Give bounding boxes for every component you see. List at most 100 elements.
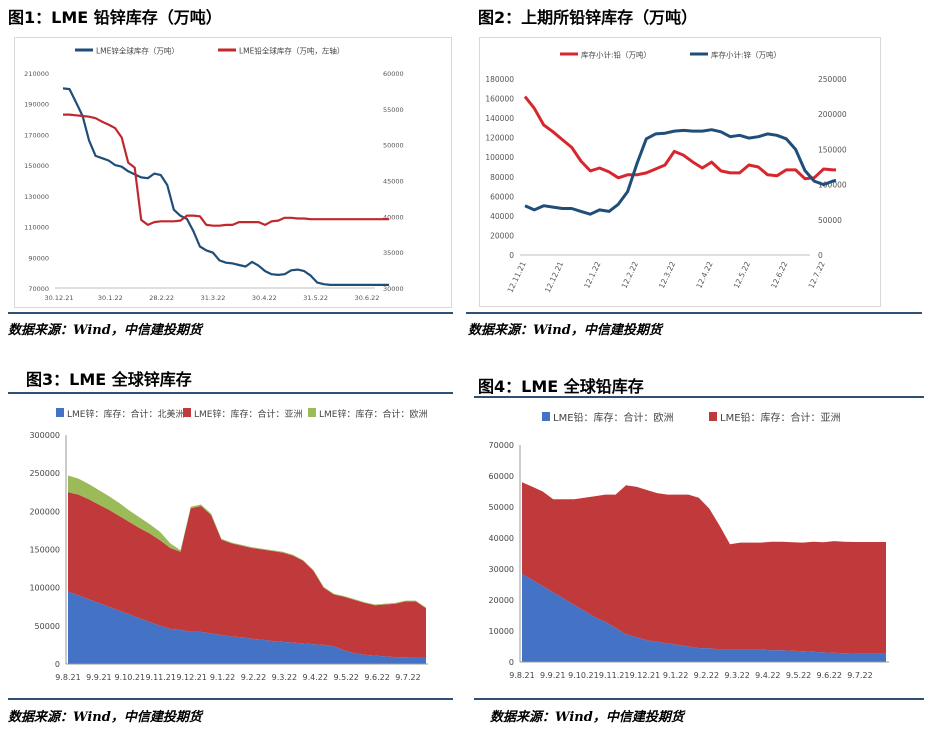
y-tick-label: 20000	[489, 596, 514, 605]
legend-label-1: 库存小计:铅（万吨）	[581, 50, 651, 60]
x-tick-label: 9.5.22	[786, 671, 811, 680]
chart2-title: 图2：上期所铅锌库存（万吨）	[478, 8, 698, 27]
y-tick-label: 60000	[489, 472, 514, 481]
legend-label-2: LME铅全球库存（万吨，左轴）	[239, 46, 344, 56]
x-tick-label: 9.10.21	[115, 673, 146, 682]
x-tick-label: 9.2.22	[241, 673, 266, 682]
x-tick-label: 30.4.22	[252, 294, 277, 302]
chart4-svg: 70000 60000 50000 40000 30000 20000 10000 0 LME铅…	[489, 411, 889, 680]
chart4-source: 数据来源：Wind，中信建投期货	[490, 710, 684, 725]
chart3-top-rule	[8, 392, 453, 394]
legend-label-2: 库存小计:锌（万吨）	[711, 50, 781, 60]
x-tick-label: 30.6.22	[355, 294, 380, 302]
chart2-svg: 180000 160000 140000 120000 100000 80000 60000…	[485, 50, 847, 295]
legend-swatch-1	[542, 412, 550, 421]
chart4-title: 图4：LME 全球铅库存	[478, 377, 644, 396]
x-tick-label: 9.10.21	[568, 671, 599, 680]
chart2-bottom-rule	[466, 312, 922, 314]
y-tick-label: 0	[509, 658, 514, 667]
chart4-frame: 70000 60000 50000 40000 30000 20000 10000 0 LME铅…	[474, 400, 924, 692]
y-tick-label: 30000	[489, 565, 514, 574]
chart3-frame: 300000 250000 200000 150000 100000 50000 0 LME锌…	[8, 396, 452, 692]
left-y-tick-label: 120000	[485, 134, 514, 143]
left-y-tick-label: 150000	[24, 162, 49, 170]
legend-swatch-1	[56, 408, 64, 417]
y-tick-label: 100000	[29, 584, 60, 593]
x-tick-label: 12.3.22	[657, 260, 677, 290]
right-y-tick-label: 250000	[818, 75, 847, 84]
chart2-source: 数据来源：Wind，中信建投期货	[468, 323, 662, 338]
chart2-frame: 180000 160000 140000 120000 100000 80000 60000…	[479, 37, 881, 307]
legend-swatch-2	[183, 408, 191, 417]
right-y-tick-label: 40000	[383, 213, 404, 221]
legend-swatch-3	[308, 408, 316, 417]
x-tick-label: 9.1.22	[663, 671, 688, 680]
series-line-1	[523, 95, 836, 181]
left-y-tick-label: 60000	[490, 192, 514, 201]
x-tick-label: 12.5.22	[732, 260, 752, 290]
left-y-tick-label: 140000	[485, 114, 514, 123]
legend-label-1: LME铅：库存：合计：欧洲	[553, 411, 674, 424]
x-tick-label: 9.6.22	[817, 671, 842, 680]
x-tick-label: 9.9.21	[540, 671, 565, 680]
x-tick-label: 30.12.21	[45, 294, 74, 302]
x-tick-label: 12.4.22	[694, 260, 714, 290]
legend-label-1: LME锌全球库存（万吨）	[96, 46, 179, 56]
chart3-source: 数据来源：Wind，中信建投期货	[8, 710, 202, 725]
series-line-2	[524, 128, 837, 216]
y-tick-label: 70000	[489, 441, 514, 450]
x-tick-label: 12.7.22	[807, 260, 827, 290]
right-y-tick-label: 200000	[818, 110, 847, 119]
chart3-svg: 300000 250000 200000 150000 100000 50000 0 LME锌…	[29, 408, 428, 682]
chart3-title: 图3：LME 全球锌库存	[26, 370, 192, 389]
legend-label-1: LME锌：库存：合计：北美洲	[67, 408, 184, 420]
series-line-1	[62, 87, 389, 286]
left-y-tick-label: 40000	[490, 212, 514, 221]
x-tick-label: 31.5.22	[303, 294, 328, 302]
x-tick-label: 31.3.22	[201, 294, 226, 302]
x-tick-label: 12.12.21	[543, 260, 565, 294]
x-tick-label: 9.4.22	[303, 673, 328, 682]
y-tick-label: 50000	[489, 503, 514, 512]
x-tick-label: 12.6.22	[769, 260, 789, 290]
x-tick-label: 9.8.21	[55, 673, 80, 682]
right-y-tick-label: 50000	[383, 142, 404, 150]
x-tick-label: 9.3.22	[272, 673, 297, 682]
x-tick-label: 9.3.22	[724, 671, 749, 680]
x-tick-label: 9.11.21	[145, 673, 176, 682]
y-tick-label: 50000	[35, 622, 60, 631]
y-tick-label: 150000	[29, 546, 60, 555]
left-y-tick-label: 20000	[490, 231, 514, 240]
x-tick-label: 30.1.22	[98, 294, 123, 302]
left-y-tick-label: 160000	[485, 95, 514, 104]
x-tick-label: 9.11.21	[599, 671, 630, 680]
chart1-title: 图1：LME 铅锌库存（万吨）	[8, 8, 222, 27]
left-y-tick-label: 130000	[24, 193, 49, 201]
left-y-tick-label: 210000	[24, 70, 49, 78]
right-y-tick-label: 100000	[818, 181, 847, 190]
left-y-tick-label: 70000	[28, 285, 49, 293]
y-tick-label: 200000	[29, 507, 60, 516]
x-tick-label: 9.7.22	[847, 671, 872, 680]
left-y-tick-label: 170000	[24, 131, 49, 139]
x-tick-label: 9.4.22	[755, 671, 780, 680]
series-line-2	[63, 113, 389, 227]
y-tick-label: 250000	[29, 469, 60, 478]
right-y-tick-label: 35000	[383, 249, 404, 257]
right-y-tick-label: 55000	[383, 106, 404, 114]
legend-label-2: LME锌：库存：合计：亚洲	[194, 408, 302, 420]
legend-label-2: LME铅：库存：合计：亚洲	[720, 411, 841, 424]
x-tick-label: 9.5.22	[333, 673, 358, 682]
x-tick-label: 9.8.21	[509, 671, 534, 680]
legend-label-3: LME锌：库存：合计：欧洲	[319, 408, 427, 420]
x-tick-label: 9.6.22	[364, 673, 389, 682]
left-y-tick-label: 180000	[485, 75, 514, 84]
area-series-2	[68, 492, 426, 658]
area-series-1	[68, 591, 426, 664]
right-y-tick-label: 150000	[818, 145, 847, 154]
x-tick-label: 28.2.22	[149, 294, 174, 302]
area-series-1	[522, 573, 886, 662]
right-y-tick-label: 45000	[383, 178, 404, 186]
x-tick-label: 9.9.21	[86, 673, 111, 682]
left-y-tick-label: 100000	[485, 153, 514, 162]
